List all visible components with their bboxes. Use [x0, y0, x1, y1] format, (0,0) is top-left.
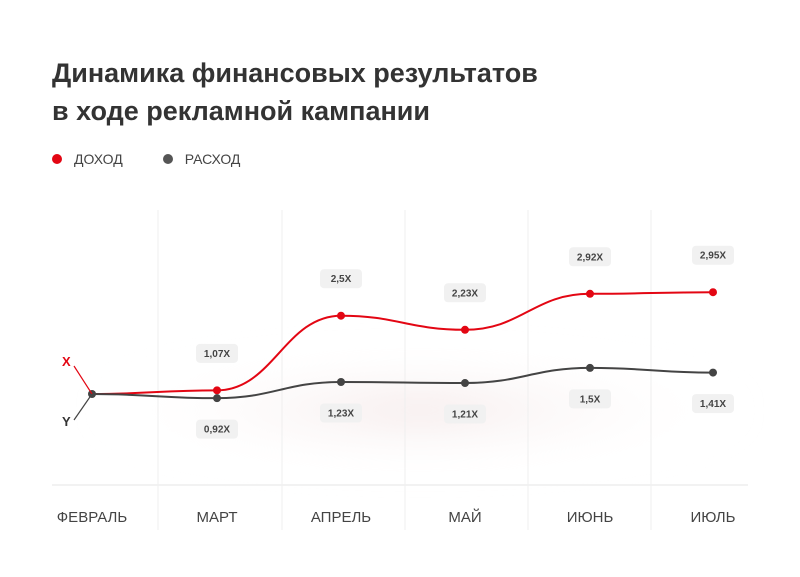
badge-bg — [320, 403, 362, 423]
legend-item-income: ДОХОД — [52, 151, 123, 167]
income-value-badge: 1,07X — [196, 343, 238, 363]
badge-text: 2,95X — [700, 251, 726, 262]
expense-point — [337, 377, 345, 386]
expense-value-badge: 0,92X — [196, 419, 238, 439]
badge-text: 1,21X — [452, 410, 478, 421]
expense-point — [213, 394, 221, 403]
badge-text: 1,41X — [700, 399, 726, 410]
income-point — [709, 288, 717, 297]
income-value-badge: 2,5X — [320, 269, 362, 289]
chart-categories: ФЕВРАЛЬ МАРТ АПРЕЛЬ МАЙ ИЮНЬ ИЮЛЬ — [57, 508, 736, 526]
expense-point — [709, 368, 717, 377]
expense-point — [461, 379, 469, 388]
badge-bg — [444, 283, 486, 303]
badge-bg — [569, 389, 611, 409]
legend-item-expense: РАСХОД — [162, 151, 241, 167]
chart-glow — [90, 355, 750, 465]
category-label: ФЕВРАЛЬ — [57, 509, 128, 526]
y-letter: Y — [62, 414, 71, 429]
income-value-badge: 2,92X — [569, 247, 611, 267]
category-label: МАРТ — [197, 509, 238, 526]
legend-label-income: ДОХОД — [74, 151, 123, 167]
category-label: АПРЕЛЬ — [311, 509, 371, 526]
badge-bg — [196, 343, 238, 363]
legend-label-expense: РАСХОД — [184, 151, 241, 167]
income-value-badge: 2,95X — [692, 245, 734, 265]
badge-text: 0,92X — [204, 425, 230, 436]
expense-value-badge: 1,23X — [320, 403, 362, 423]
legend-dot-expense — [162, 154, 173, 164]
expense-value-badge: 1,41X — [692, 394, 734, 414]
chart-badges: 1,07X 2,5X 2,23X 2,92X 2,95X 0,92X 1,23X 1,21X 1… — [196, 245, 734, 439]
axis-letters: XY — [62, 354, 93, 429]
income-point — [213, 386, 221, 395]
chart-title-line-2: в ходе рекламной кампании — [52, 96, 430, 126]
chart-title: Динамика финансовых результатов в ходе р… — [52, 54, 538, 130]
y-connector — [73, 393, 93, 421]
x-letter: X — [62, 354, 71, 369]
chart-points — [88, 288, 717, 403]
income-point — [461, 325, 469, 334]
badge-text: 1,07X — [204, 349, 230, 360]
expense-value-badge: 1,5X — [569, 389, 611, 409]
category-label: ИЮЛЬ — [691, 509, 736, 526]
income-point — [337, 311, 345, 320]
badge-bg — [444, 404, 486, 424]
chart-lines — [91, 291, 714, 400]
badge-bg — [320, 269, 362, 289]
badge-text: 2,23X — [452, 288, 478, 299]
legend-dot-income — [52, 154, 62, 164]
expense-line — [91, 366, 714, 400]
category-label: МАЙ — [448, 508, 481, 526]
badge-bg — [692, 245, 734, 265]
badge-text: 2,92X — [577, 252, 603, 263]
badge-text: 1,23X — [328, 408, 354, 419]
badge-bg — [196, 419, 238, 439]
income-value-badge: 2,23X — [444, 283, 486, 303]
badge-bg — [692, 394, 734, 414]
badge-text: 2,5X — [331, 274, 352, 285]
expense-point — [586, 363, 594, 372]
badge-bg — [569, 247, 611, 267]
badge-text: 1,5X — [580, 394, 601, 405]
expense-value-badge: 1,21X — [444, 404, 486, 424]
chart-grid — [52, 210, 748, 530]
income-point — [586, 289, 594, 298]
income-line — [91, 291, 714, 395]
chart-title-line-1: Динамика финансовых результатов — [52, 58, 538, 88]
category-label: ИЮНЬ — [567, 509, 614, 526]
chart-legend: ДОХОД РАСХОД — [52, 151, 240, 167]
x-connector — [73, 365, 93, 395]
